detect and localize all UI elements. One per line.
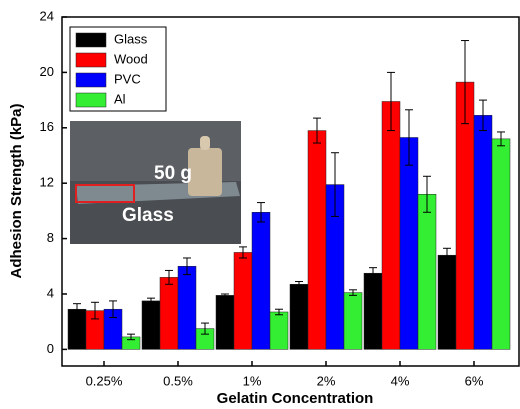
legend-label: Al [114,91,126,106]
legend-label: PVC [114,71,141,86]
y-tick-label: 20 [40,64,54,79]
y-tick-label: 4 [47,285,54,300]
bar [438,255,456,349]
x-axis-title: Gelatin Concentration [217,390,374,407]
y-tick-label: 16 [40,119,54,134]
inset-label: 50 g [154,163,192,184]
inset-label: Glass [122,205,174,226]
bar [216,295,234,349]
y-tick-label: 8 [47,230,54,245]
legend-swatch [76,33,106,47]
bar [290,284,308,349]
legend-swatch [76,93,106,107]
x-tick-label: 6% [465,373,484,388]
x-tick-label: 0.5% [163,373,193,388]
y-axis-title: Adhesion Strength (kPa) [8,103,25,278]
legend-swatch [76,53,106,67]
legend-label: Wood [114,51,148,66]
legend-label: Glass [114,31,148,46]
bar [364,273,382,349]
y-tick-label: 24 [40,8,54,23]
bar [400,137,418,349]
y-tick-label: 12 [40,175,54,190]
weight-top [200,136,210,150]
bar [308,131,326,350]
bar [178,266,196,349]
weight [188,148,222,196]
y-tick-label: 0 [47,341,54,356]
x-tick-label: 0.25% [86,373,123,388]
bar [492,139,510,350]
chart: Gelatin Concentration Adhesion Strength … [0,0,520,409]
inset-photo: 50 g Glass [70,121,241,244]
bar [382,101,400,349]
x-tick-label: 2% [317,373,336,388]
x-tick-label: 4% [391,373,410,388]
bar [160,277,178,349]
legend: Glass Wood PVC Al [70,27,166,111]
bar [234,252,252,349]
bar [252,212,270,349]
bar [474,115,492,349]
bar [418,194,436,349]
bar [142,301,160,349]
x-tick-label: 1% [243,373,262,388]
bar [344,293,362,350]
legend-swatch [76,73,106,87]
bar [270,312,288,349]
